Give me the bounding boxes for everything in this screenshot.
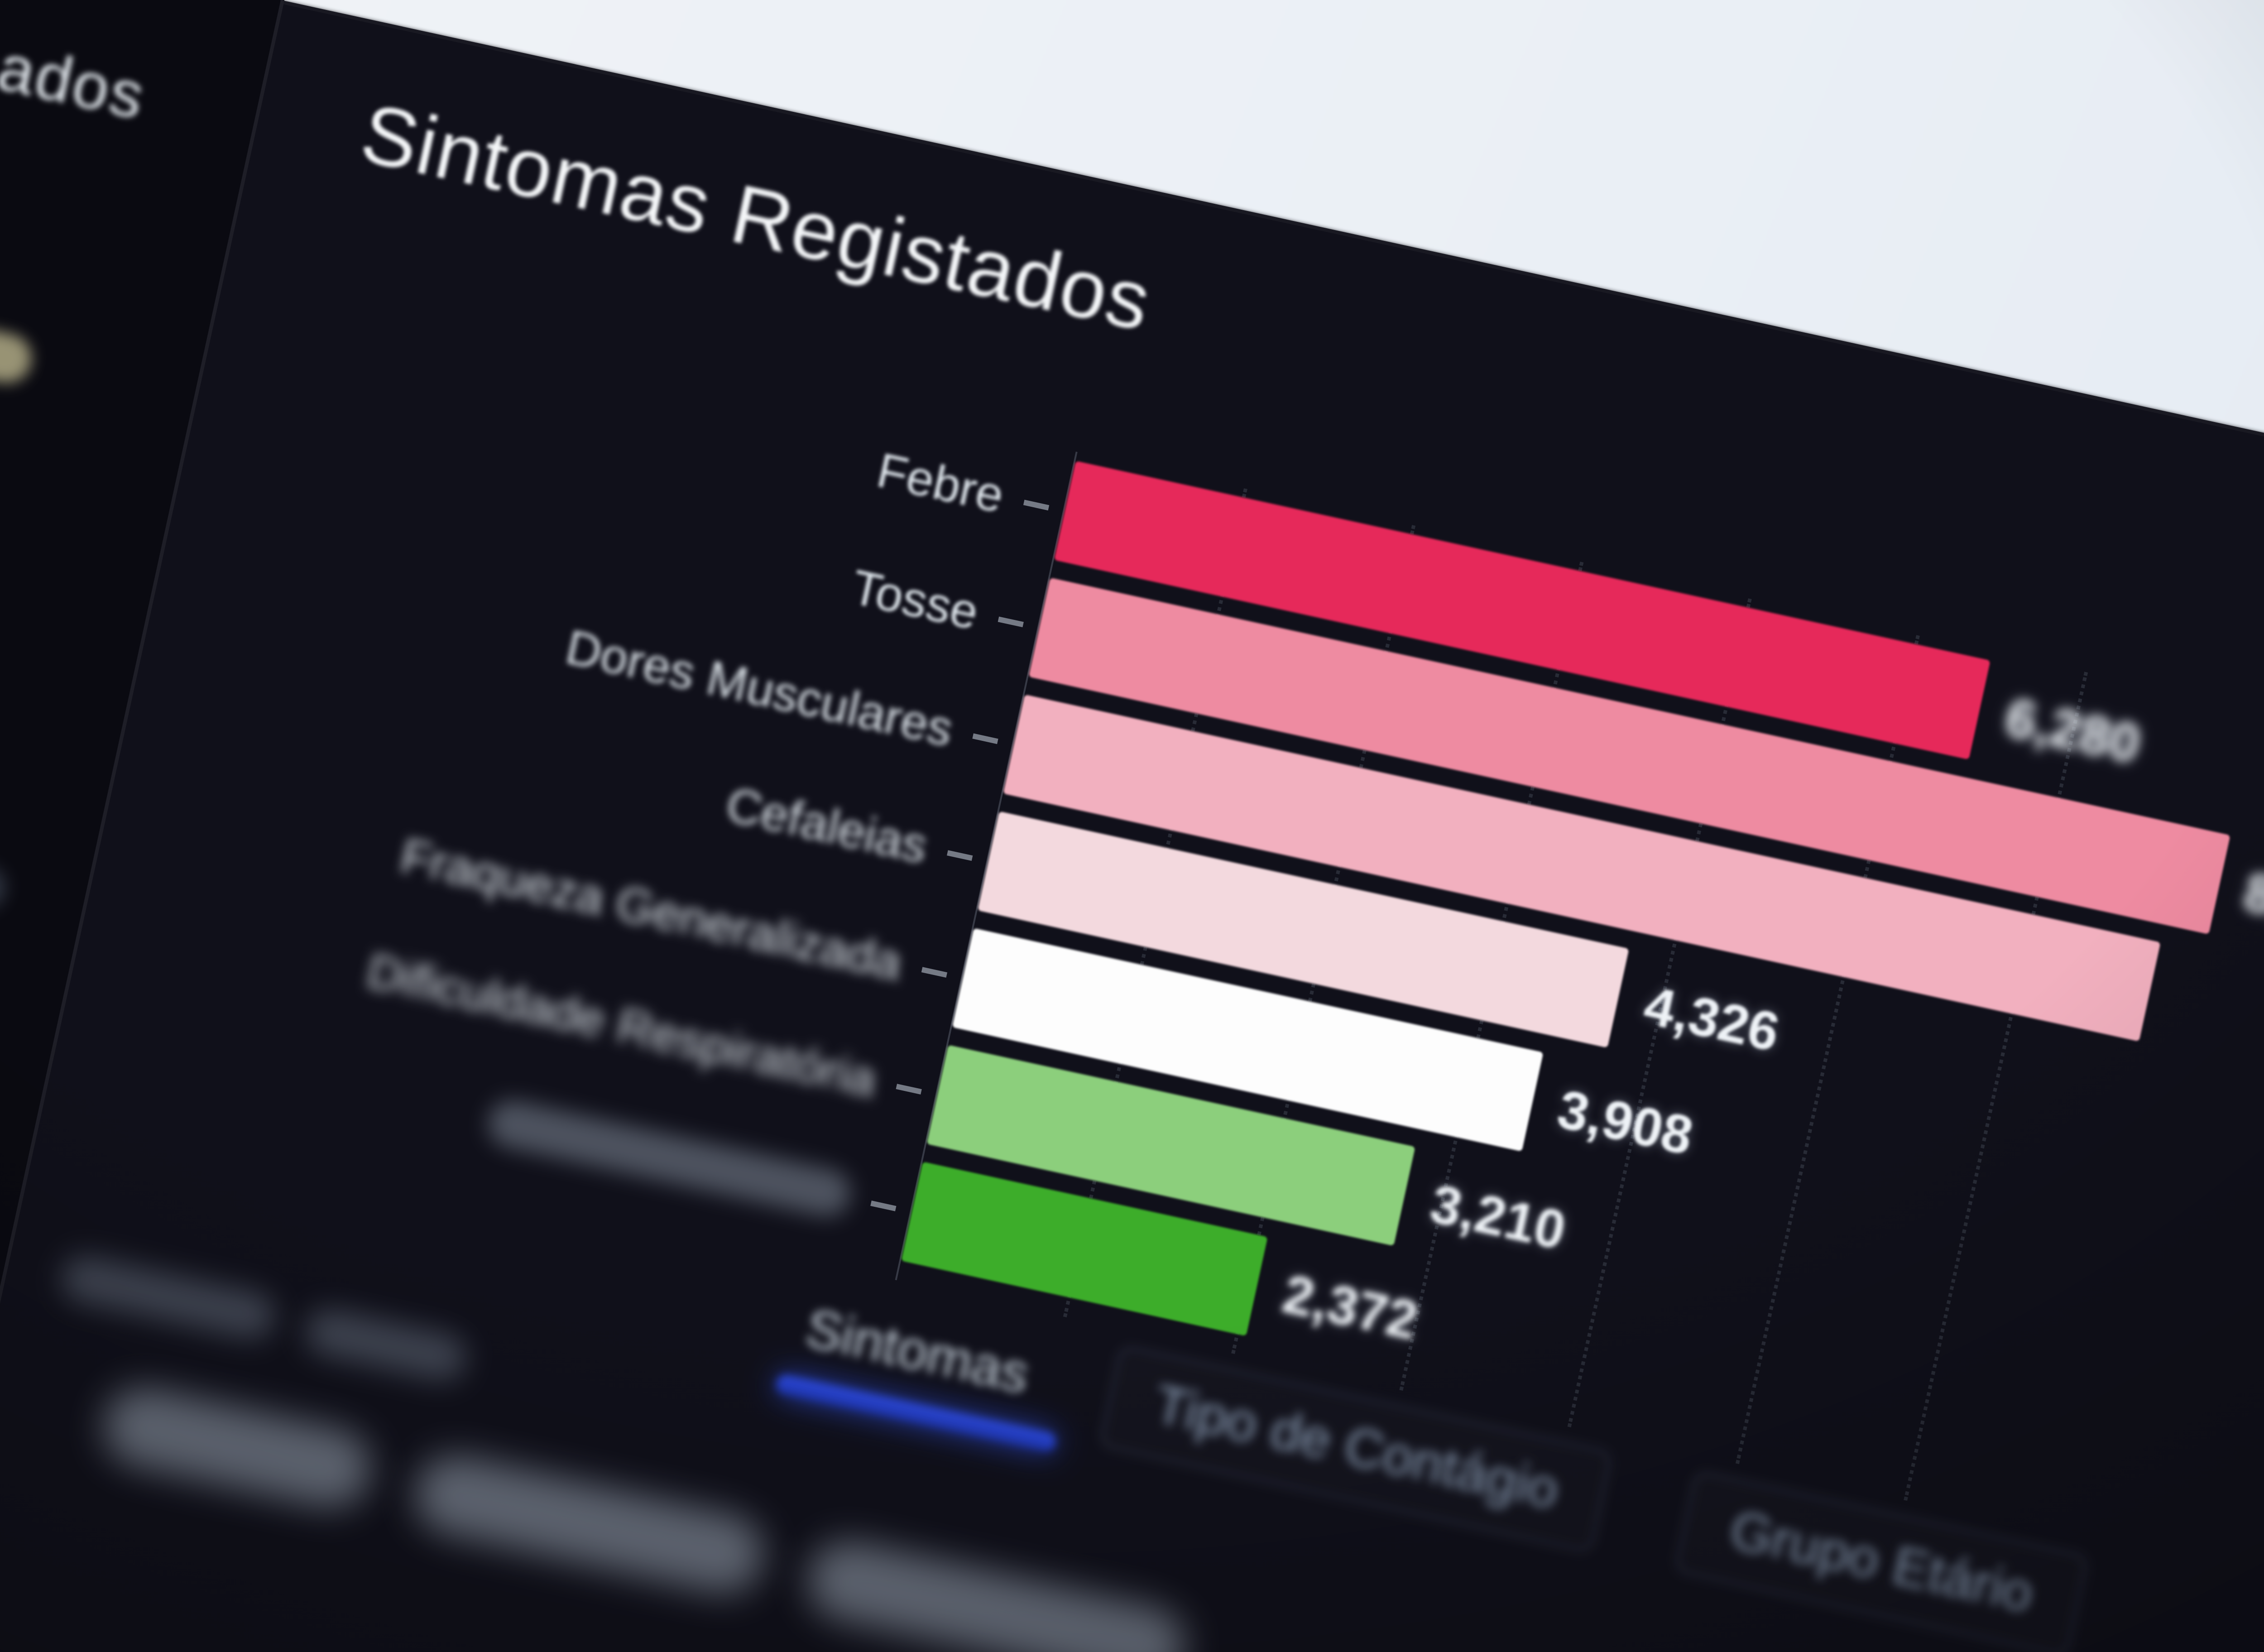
axis-tick <box>921 966 948 977</box>
value-label: 3,210 <box>1425 1174 1571 1262</box>
sidebar-item-blurred <box>0 803 9 912</box>
value-label: 6,280 <box>2000 688 2146 776</box>
value-label: 2,372 <box>1277 1264 1423 1352</box>
value-label: 4,326 <box>1638 976 1784 1064</box>
tab-grupo-etario-label: Grupo Etário <box>1725 1501 2039 1625</box>
axis-tick <box>896 1083 922 1094</box>
tab-sintomas[interactable]: Sintomas <box>774 1299 1058 1454</box>
axis-tick <box>998 615 1024 627</box>
axis-tick <box>972 732 999 744</box>
axis-tick <box>870 1200 897 1210</box>
blurred-section-title-fragment <box>57 1251 471 1385</box>
sidebar-title-fragment: mados <box>0 17 153 134</box>
axis-tick <box>1023 499 1050 510</box>
value-label: 8,094 <box>2238 863 2264 951</box>
sidebar-item-blurred <box>0 279 36 388</box>
axis-tick <box>947 849 973 860</box>
value-label: 3,908 <box>1552 1080 1698 1167</box>
